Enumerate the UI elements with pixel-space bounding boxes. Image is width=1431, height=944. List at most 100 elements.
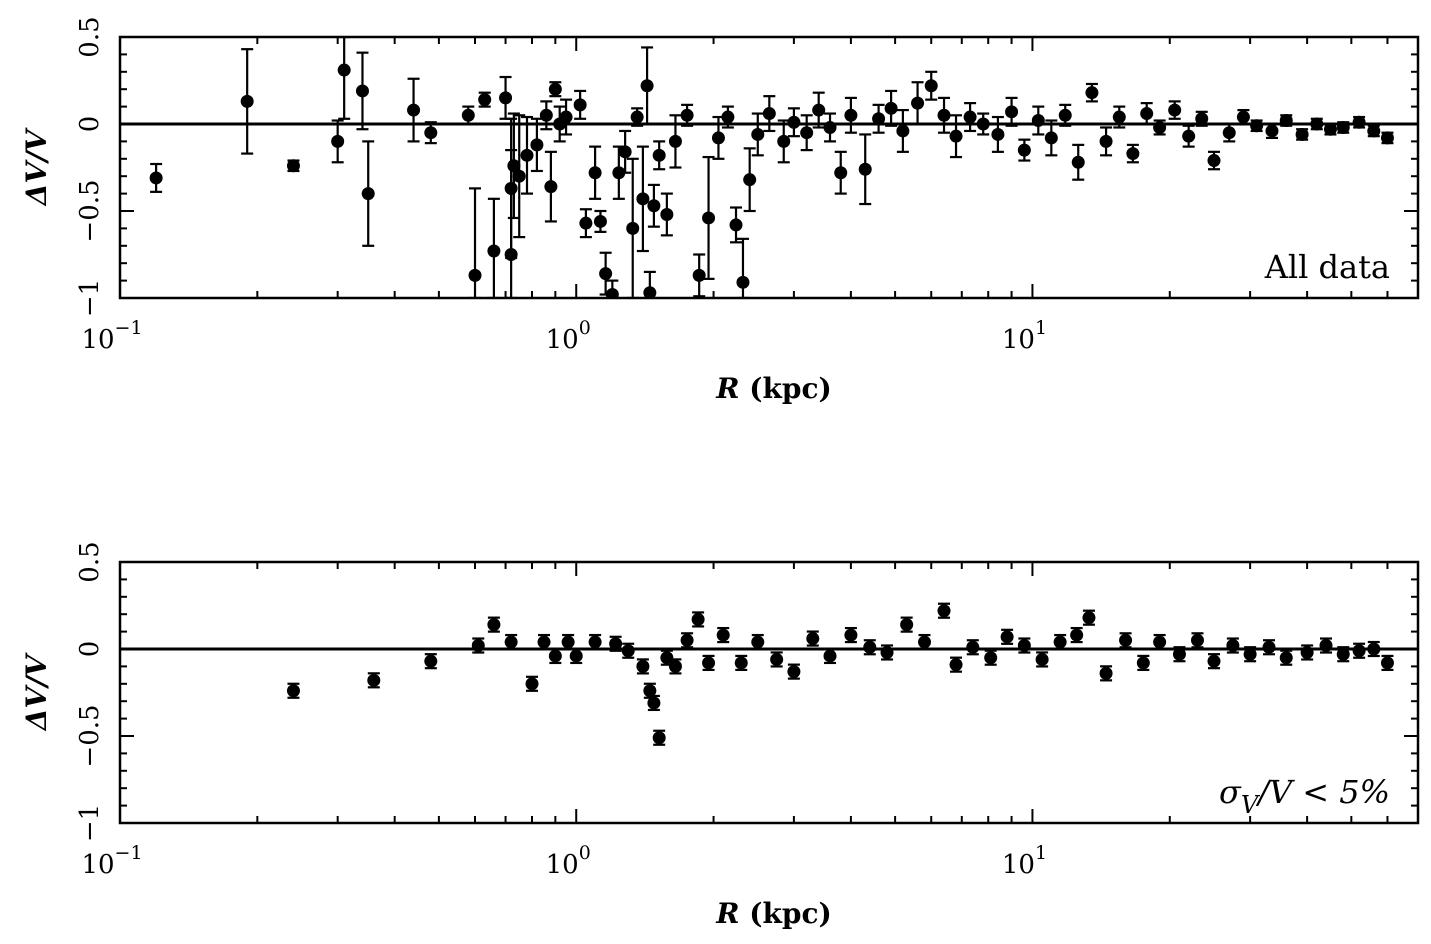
data-point [630, 110, 644, 124]
data-point [599, 267, 613, 281]
data-point [1031, 114, 1045, 128]
data-point [337, 63, 351, 77]
data-point [680, 108, 694, 122]
data-point [537, 635, 551, 649]
data-point [896, 124, 910, 138]
label-sigma: σ [1219, 773, 1242, 811]
data-points [149, 37, 1394, 298]
panel-sigma-filtered: 10−1 100 101−1−0.500.5R (kpc)ΔV/VσV/V < 5% [20, 541, 1420, 930]
data-point [1153, 120, 1167, 134]
data-point [1336, 120, 1350, 134]
data-point [1035, 652, 1049, 666]
data-point [884, 101, 898, 115]
x-tick-label: 100 [546, 842, 591, 880]
data-point [487, 618, 501, 632]
panel-corner-label: σV/V < 5% [1219, 773, 1390, 819]
data-point [407, 103, 421, 117]
data-point [1126, 147, 1140, 161]
data-point [1243, 647, 1257, 661]
data-point [640, 79, 654, 93]
data-point [609, 637, 623, 651]
data-point [680, 633, 694, 647]
panel-corner-label: All data [1264, 248, 1390, 286]
x-axis-var: R [715, 372, 739, 405]
x-axis-var: R [715, 897, 739, 930]
y-tick-label: 0.5 [75, 541, 105, 582]
data-point [1380, 656, 1394, 670]
label-rest: /V < 5% [1255, 773, 1390, 811]
data-point [1367, 124, 1381, 138]
y-tick-label: −0.5 [75, 704, 105, 767]
data-point [1250, 119, 1264, 133]
x-tick-label: 100 [546, 317, 591, 355]
data-point [286, 684, 300, 698]
label-subscript: V [1241, 791, 1261, 819]
data-point [1279, 651, 1293, 665]
data-point [424, 126, 438, 140]
data-point [367, 673, 381, 687]
data-point [844, 628, 858, 642]
data-point [1265, 124, 1279, 138]
data-point [579, 216, 593, 230]
data-point [1140, 107, 1154, 121]
data-point [561, 635, 575, 649]
data-point [823, 120, 837, 134]
plot-frame [118, 35, 1420, 300]
data-point [736, 275, 750, 289]
data-point [787, 115, 801, 129]
data-point [1190, 633, 1204, 647]
data-point [1099, 666, 1113, 680]
data-point [702, 656, 716, 670]
data-point [286, 159, 300, 173]
data-point [240, 94, 254, 108]
data-point [762, 107, 776, 121]
data-point [149, 171, 163, 185]
data-point [612, 166, 626, 180]
data-point [1071, 155, 1085, 169]
data-point [729, 218, 743, 232]
data-point [1367, 642, 1381, 656]
data-point [1017, 143, 1031, 157]
data-point [539, 108, 553, 122]
x-tick-label: 101 [1002, 317, 1047, 355]
data-point [1070, 628, 1084, 642]
data-point [668, 134, 682, 148]
x-tick-base: 10 [1002, 850, 1035, 880]
x-tick-label: 10−1 [81, 317, 142, 355]
x-tick-base: 10 [546, 325, 579, 355]
data-point [1323, 122, 1337, 136]
data-point [777, 134, 791, 148]
data-point [548, 82, 562, 96]
data-point [588, 166, 602, 180]
x-tick-label: 101 [1002, 842, 1047, 880]
data-point [1053, 635, 1067, 649]
data-point [660, 651, 674, 665]
data-point [966, 640, 980, 654]
data-point [621, 644, 635, 658]
data-point [520, 148, 534, 162]
data-point [652, 731, 666, 745]
x-tick-exponent: 1 [1035, 842, 1047, 864]
data-point [1119, 633, 1133, 647]
data-point [1295, 127, 1309, 141]
data-point [668, 659, 682, 673]
data-point [1236, 110, 1250, 124]
data-point [461, 108, 475, 122]
x-tick-base: 10 [81, 850, 114, 880]
data-point [702, 211, 716, 225]
data-point [573, 98, 587, 112]
data-point [863, 640, 877, 654]
data-point [512, 169, 526, 183]
data-point [1005, 105, 1019, 119]
data-points [286, 602, 1394, 746]
data-point [1207, 654, 1221, 668]
y-axis-label: ΔV/V [20, 127, 53, 208]
data-point [504, 248, 518, 261]
data-point [976, 117, 990, 131]
x-tick-exponent: −1 [115, 842, 143, 864]
data-point [872, 112, 886, 126]
data-point [1017, 639, 1031, 653]
data-point [1168, 103, 1182, 117]
data-point [691, 612, 705, 626]
